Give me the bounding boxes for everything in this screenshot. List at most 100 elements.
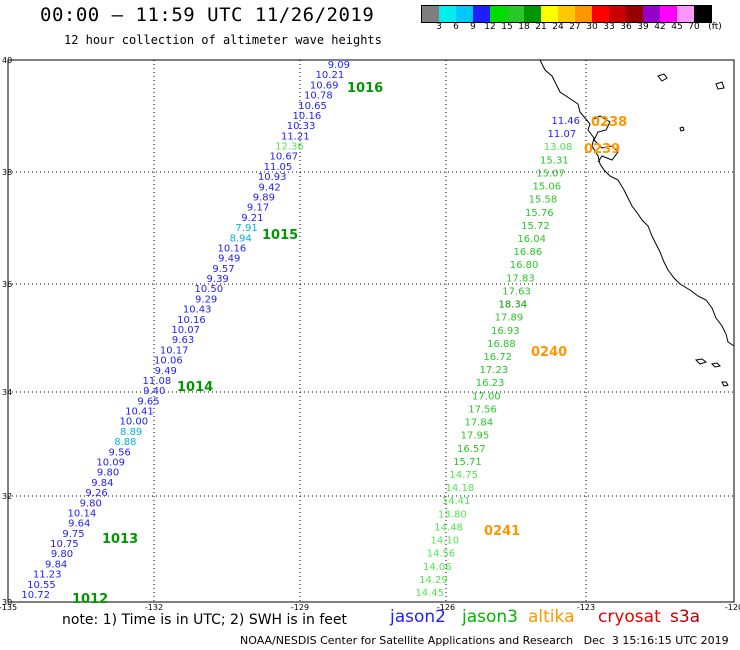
wave-height-value: 10.72: [21, 590, 50, 601]
pass-number-label: 0240: [531, 345, 567, 360]
legend-swatch: [660, 6, 677, 22]
legend-tick-label: 24: [552, 22, 564, 32]
wave-height-value: 9.49: [218, 254, 240, 265]
wave-height-value: 13.08: [544, 142, 573, 153]
latitude-label: 34: [2, 388, 12, 397]
coastline-path: [539, 59, 735, 347]
mission-label: jason3: [462, 607, 518, 627]
channel-islands-3: [721, 381, 729, 387]
wave-height-value: 10.41: [125, 407, 154, 418]
longitude-label: -126: [437, 603, 455, 612]
page-subtitle: 12 hour collection of altimeter wave hei…: [64, 33, 382, 47]
wave-height-value: 10.14: [68, 509, 97, 520]
coastline: [539, 59, 735, 387]
wave-height-value: 16.23: [476, 378, 505, 389]
wave-height-value: 9.75: [62, 529, 84, 540]
wave-height-value: 11.21: [281, 131, 310, 142]
latitude-label: 36: [2, 280, 12, 289]
wave-height-value: 15.76: [525, 208, 554, 219]
wave-height-value: 15.06: [532, 182, 561, 193]
wave-height-value: 10.78: [304, 91, 333, 102]
wave-height-value: 9.42: [259, 182, 281, 193]
wave-height-value: 15.07: [536, 168, 565, 179]
wave-height-value: 9.39: [207, 274, 229, 285]
wave-height-value: 17.83: [506, 273, 535, 284]
longitude-label: -132: [145, 603, 163, 612]
wave-height-value: 10.00: [119, 417, 148, 428]
latitude-label: 40: [2, 56, 12, 65]
wave-height-value: 10.50: [194, 284, 223, 295]
wave-height-value: 15.31: [540, 155, 569, 166]
wave-height-value: 9.09: [328, 60, 350, 71]
wave-height-value: 17.00: [472, 391, 501, 402]
legend-swatch: [558, 6, 575, 22]
wave-height-value: 16.72: [483, 352, 512, 363]
wave-height-value: 9.63: [172, 335, 194, 346]
wave-height-value: 13.80: [438, 509, 467, 520]
wave-height-value: 10.69: [310, 80, 339, 91]
wave-height-value: 17.84: [464, 418, 493, 429]
legend-tick-label: 6: [453, 22, 459, 32]
wave-height-value: 15.58: [529, 195, 558, 206]
legend-tick-label: 18: [518, 22, 530, 32]
pass-number-label: 1014: [177, 380, 213, 395]
footer-credit: NOAA/NESDIS Center for Satellite Applica…: [240, 634, 729, 647]
wave-height-value: 9.26: [85, 488, 107, 499]
color-scale-legend: [421, 5, 712, 23]
pass-number-label: 0241: [484, 524, 520, 539]
longitude-label: -123: [577, 603, 595, 612]
wave-height-value: 8.88: [114, 437, 136, 448]
track-points: 9.0910.2110.6910.7810.6510.1610.3311.211…: [21, 60, 580, 601]
wave-height-value: 10.21: [316, 70, 345, 81]
wave-height-value: 17.89: [495, 313, 524, 324]
wave-height-value: 14.06: [423, 562, 452, 573]
wave-height-value: 14.45: [415, 588, 444, 599]
legend-swatch: [643, 6, 660, 22]
wave-height-value: 10.16: [177, 315, 206, 326]
legend-swatch: [575, 6, 592, 22]
legend-swatch: [439, 6, 456, 22]
legend-swatch: [422, 6, 439, 22]
wave-height-value: 17.95: [461, 431, 490, 442]
legend-swatch: [507, 6, 524, 22]
wave-height-value: 16.88: [487, 339, 516, 350]
mission-label: cryosat: [598, 607, 661, 627]
wave-height-value: 16.04: [517, 234, 546, 245]
legend-tick-label: 15: [501, 22, 513, 32]
wave-height-value: 9.29: [195, 294, 217, 305]
mission-label: jason2: [390, 607, 446, 627]
legend-tick-label: 27: [569, 22, 581, 32]
wave-height-value: 9.57: [212, 264, 234, 275]
legend-tick-label: 30: [586, 22, 598, 32]
wave-height-value: 9.56: [109, 447, 131, 458]
wave-height-value: 17.23: [480, 365, 509, 376]
map-frame: [7, 59, 735, 603]
page-title: 00:00 – 11:59 UTC 11/26/2019: [40, 4, 375, 26]
wave-height-value: 11.08: [143, 376, 172, 387]
pass-labels: 1016 1015 1014 1013 1012 0238 0239 0240 0241: [72, 81, 627, 607]
inland-lake-3: [679, 126, 685, 132]
wave-height-value: 10.43: [183, 305, 212, 316]
wave-height-value: 15.71: [453, 457, 482, 468]
wave-height-value: 9.80: [80, 498, 102, 509]
legend-tick-label: 70: [688, 22, 700, 32]
legend-swatch: [626, 6, 643, 22]
longitude-label: -135: [0, 603, 17, 612]
mission-label: altika: [528, 607, 575, 627]
wave-height-value: 10.16: [218, 244, 247, 255]
wave-height-value: 17.56: [468, 404, 497, 415]
wave-height-value: 9.89: [253, 193, 275, 204]
wave-height-value: 9.80: [97, 468, 119, 479]
bay-area-path: [591, 115, 619, 163]
pass-number-label: 1013: [102, 532, 138, 547]
pass-number-label: 0238: [591, 115, 627, 130]
legend-swatch: [609, 6, 626, 22]
note-text: note: 1) Time is in UTC; 2) SWH is in fe…: [62, 612, 348, 628]
legend-swatch: [456, 6, 473, 22]
legend-swatch: [694, 6, 711, 22]
wave-height-value: 16.86: [514, 247, 543, 258]
wave-height-value: 12.36: [275, 142, 304, 153]
latitude-label: 38: [2, 168, 12, 177]
pass-number-label: 0239: [584, 142, 620, 157]
wave-height-value: 9.49: [155, 366, 177, 377]
